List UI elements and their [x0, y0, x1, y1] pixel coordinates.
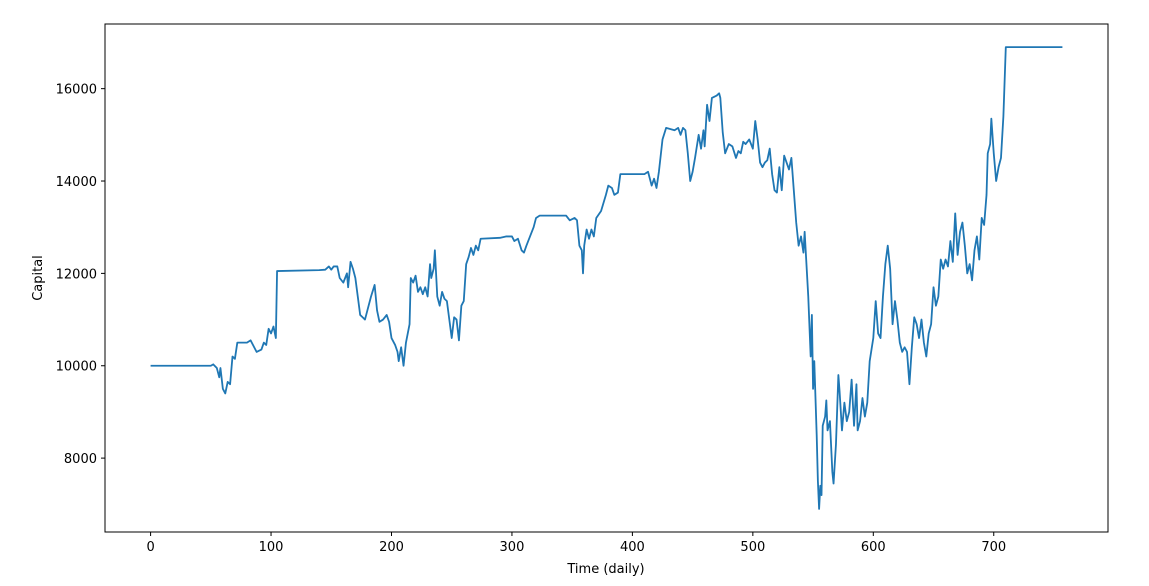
x-tick-label: 0	[146, 540, 154, 555]
y-tick-label: 14000	[56, 175, 97, 190]
y-axis-label: Capital	[31, 255, 46, 301]
x-tick-label: 600	[861, 540, 886, 555]
plot-frame	[104, 23, 1109, 533]
y-tick-label: 8000	[64, 452, 97, 467]
data-line	[150, 46, 1063, 510]
x-tick-label: 100	[259, 540, 284, 555]
x-tick-label: 200	[379, 540, 404, 555]
x-tick-label: 700	[981, 540, 1006, 555]
y-tick-label: 12000	[56, 267, 97, 282]
x-tick-label: 500	[740, 540, 765, 555]
x-tick-label: 400	[620, 540, 645, 555]
y-tick-label: 10000	[56, 360, 97, 375]
x-axis-label: Time (daily)	[566, 562, 644, 577]
y-tick-label: 16000	[56, 83, 97, 98]
x-tick-label: 300	[500, 540, 525, 555]
